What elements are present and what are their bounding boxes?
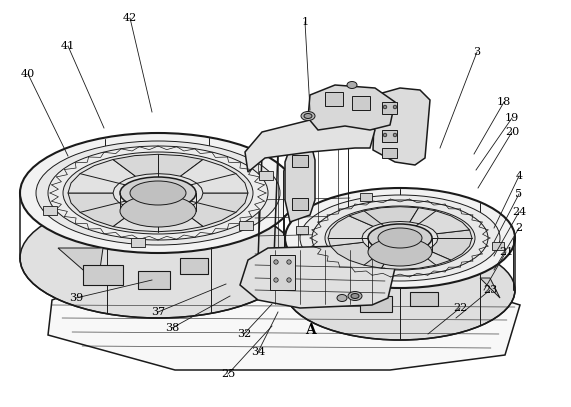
Text: 22: 22 (453, 303, 467, 313)
Text: 20: 20 (505, 127, 519, 137)
Text: 34: 34 (251, 347, 265, 357)
Ellipse shape (120, 177, 196, 209)
Polygon shape (285, 140, 315, 222)
Polygon shape (349, 207, 419, 226)
Ellipse shape (63, 152, 253, 234)
Polygon shape (245, 118, 375, 172)
Text: 25: 25 (221, 369, 235, 379)
Text: 24: 24 (512, 207, 526, 217)
Text: 38: 38 (165, 323, 179, 333)
Bar (296, 226, 308, 234)
Text: 4: 4 (516, 171, 522, 181)
Polygon shape (328, 216, 373, 246)
Text: 18: 18 (497, 97, 511, 107)
Ellipse shape (348, 291, 362, 300)
Polygon shape (381, 249, 451, 269)
Text: 37: 37 (151, 307, 165, 317)
Bar (43, 206, 57, 214)
Text: 5: 5 (516, 189, 522, 199)
Bar (292, 198, 308, 210)
Text: 1: 1 (301, 17, 308, 27)
Bar (270, 255, 295, 290)
Text: 39: 39 (69, 293, 83, 303)
Text: A: A (304, 323, 315, 337)
Polygon shape (48, 260, 520, 370)
Circle shape (287, 278, 291, 282)
Bar (138, 271, 170, 289)
Bar (292, 155, 308, 167)
Bar (382, 102, 397, 114)
Ellipse shape (368, 238, 432, 266)
Bar (492, 241, 505, 249)
Polygon shape (373, 88, 430, 165)
Polygon shape (68, 193, 135, 227)
Bar (239, 221, 253, 230)
Ellipse shape (48, 146, 268, 240)
Bar (382, 148, 397, 158)
Ellipse shape (304, 114, 312, 118)
Polygon shape (480, 278, 500, 298)
Polygon shape (58, 248, 103, 283)
Bar (131, 238, 145, 247)
Ellipse shape (20, 133, 296, 253)
Text: 2: 2 (516, 223, 522, 233)
Bar (352, 96, 370, 110)
Bar (360, 296, 392, 312)
Bar (325, 92, 343, 106)
Circle shape (383, 133, 387, 137)
Ellipse shape (378, 228, 422, 248)
Text: 32: 32 (237, 329, 251, 339)
Text: 41: 41 (61, 41, 75, 51)
Text: 21: 21 (499, 247, 513, 257)
Polygon shape (410, 208, 469, 234)
Text: 3: 3 (473, 47, 481, 57)
Polygon shape (180, 160, 248, 193)
Circle shape (287, 260, 291, 264)
Polygon shape (331, 242, 390, 268)
Ellipse shape (285, 188, 515, 288)
Polygon shape (308, 85, 395, 130)
Text: 19: 19 (505, 113, 519, 123)
Text: 23: 23 (483, 285, 497, 295)
Ellipse shape (312, 200, 488, 276)
Ellipse shape (285, 240, 515, 340)
Ellipse shape (36, 141, 280, 245)
Ellipse shape (325, 206, 475, 270)
Ellipse shape (368, 224, 432, 252)
Bar (410, 292, 438, 306)
Polygon shape (113, 154, 203, 176)
Ellipse shape (120, 195, 196, 227)
Polygon shape (427, 230, 472, 260)
Ellipse shape (130, 181, 186, 205)
Bar (83, 265, 123, 285)
Ellipse shape (300, 195, 500, 281)
Circle shape (383, 105, 387, 109)
Ellipse shape (347, 81, 357, 88)
Ellipse shape (351, 293, 359, 298)
Circle shape (274, 278, 278, 282)
Polygon shape (68, 160, 135, 193)
Bar (180, 258, 208, 274)
Circle shape (274, 260, 278, 264)
Bar (360, 193, 372, 201)
Text: 42: 42 (123, 13, 137, 23)
Bar (259, 171, 273, 180)
Bar (382, 130, 397, 142)
Ellipse shape (337, 295, 347, 302)
Ellipse shape (301, 112, 315, 120)
Ellipse shape (20, 198, 296, 318)
Circle shape (393, 133, 397, 137)
Polygon shape (113, 210, 203, 232)
Polygon shape (240, 246, 395, 308)
Circle shape (393, 105, 397, 109)
Polygon shape (180, 193, 248, 227)
Text: 40: 40 (21, 69, 35, 79)
